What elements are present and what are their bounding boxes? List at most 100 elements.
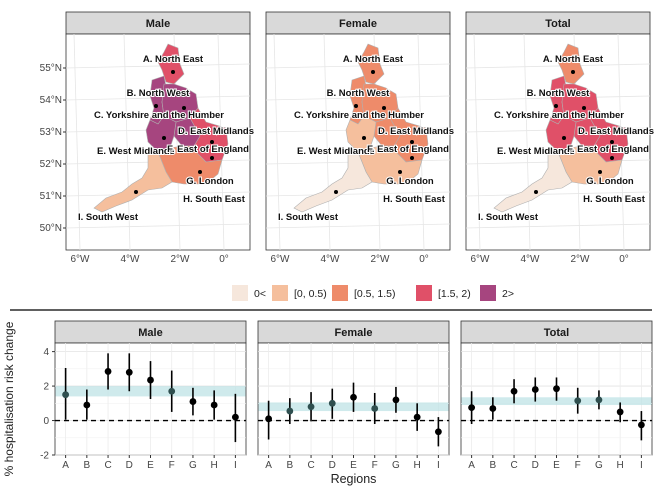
estimate-point[interactable] <box>147 376 154 384</box>
x-tick-label: G <box>189 460 197 471</box>
forest-panel-title: Total <box>544 327 569 339</box>
estimate-point[interactable] <box>371 405 379 412</box>
region-label-i: I. South West <box>278 212 339 223</box>
estimate-point[interactable] <box>328 399 336 407</box>
estimate-point[interactable] <box>616 408 624 416</box>
estimate-point[interactable] <box>286 407 294 415</box>
forest-panel-title: Male <box>138 327 162 339</box>
estimate-point[interactable] <box>62 391 70 399</box>
x-tick-label: F <box>169 460 175 471</box>
y-tick-label: 4 <box>43 347 49 358</box>
map-regions <box>93 43 229 213</box>
region-centroid-e <box>362 136 366 140</box>
longitude-tick-label: 2°W <box>171 254 191 265</box>
estimate-point[interactable] <box>637 421 645 429</box>
region-centroid-f <box>610 140 614 144</box>
y-tick-label: 2 <box>43 382 49 393</box>
region-label-d: D. East Midlands <box>578 126 654 137</box>
longitude-gridline <box>523 33 531 251</box>
region-label-a: A. North East <box>143 54 204 65</box>
region-centroid-a <box>571 70 575 74</box>
x-tick-label: B <box>286 460 293 471</box>
forest-plot-panels: % hospitalisation risk change Regions Male… <box>2 320 653 486</box>
region-a[interactable] <box>157 43 185 85</box>
longitude-gridline <box>73 33 81 251</box>
x-tick-label: H <box>211 460 218 471</box>
estimate-point[interactable] <box>83 401 91 409</box>
x-tick-label: A <box>62 460 69 471</box>
estimate-point[interactable] <box>595 396 603 404</box>
x-tick-label: B <box>83 460 90 471</box>
legend-label: 0< <box>254 288 266 300</box>
estimate-point[interactable] <box>168 387 176 395</box>
estimate-point[interactable] <box>265 415 273 423</box>
region-centroid-i <box>134 190 138 194</box>
latitude-gridline <box>265 63 451 69</box>
region-i[interactable] <box>493 151 573 213</box>
estimate-point[interactable] <box>210 401 218 409</box>
estimate-point[interactable] <box>307 403 315 411</box>
x-tick-label: C <box>307 460 314 471</box>
estimate-point[interactable] <box>510 387 518 395</box>
y-tick-label: 0 <box>43 416 49 427</box>
map-panel-title: Male <box>146 18 170 30</box>
longitude-tick-label: 4°W <box>321 254 341 265</box>
region-label-b: B. North West <box>527 88 590 99</box>
region-e[interactable] <box>345 115 377 153</box>
estimate-point[interactable] <box>574 397 582 405</box>
latitude-tick-label: 50°N <box>40 223 62 234</box>
estimate-point[interactable] <box>189 398 197 405</box>
region-label-h: H. South East <box>583 194 646 205</box>
x-axis-title: Regions <box>331 472 377 486</box>
region-i[interactable] <box>293 151 373 213</box>
x-tick-label: D <box>126 460 133 471</box>
region-centroid-a <box>371 70 375 74</box>
region-e[interactable] <box>545 115 577 153</box>
region-label-g: G. London <box>586 176 634 187</box>
estimate-point[interactable] <box>489 405 497 412</box>
region-label-f: F. East of England <box>367 144 449 155</box>
estimate-point[interactable] <box>413 413 421 421</box>
x-tick-label: D <box>532 460 539 471</box>
x-tick-label: I <box>234 460 237 471</box>
latitude-gridline <box>65 63 251 69</box>
forest-panel-male: Male A B C D E F G H I -2 0 2 4 <box>40 320 247 471</box>
region-centroid-b <box>354 104 358 108</box>
estimate-point[interactable] <box>350 393 357 401</box>
estimate-point[interactable] <box>104 368 112 375</box>
map-panel-total: Total A. North East B. North West C. Yorksh… <box>465 11 655 265</box>
region-centroid-a <box>171 70 175 74</box>
region-a[interactable] <box>557 43 585 85</box>
estimate-point[interactable] <box>531 386 539 393</box>
latitude-tick-label: 53°N <box>40 127 62 138</box>
region-a[interactable] <box>357 43 385 85</box>
legend-label: 2> <box>502 288 514 300</box>
estimate-point[interactable] <box>468 404 476 412</box>
estimate-point[interactable] <box>392 396 400 404</box>
latitude-gridline <box>265 191 451 197</box>
region-e[interactable] <box>145 115 177 153</box>
region-centroid-h <box>198 170 202 174</box>
region-label-h: H. South East <box>183 194 246 205</box>
region-label-g: G. London <box>386 176 434 187</box>
estimate-point[interactable] <box>434 428 442 436</box>
region-centroid-b <box>554 104 558 108</box>
map-panel-title: Female <box>339 18 377 30</box>
latitude-gridline <box>465 191 651 197</box>
region-i[interactable] <box>93 151 173 213</box>
x-tick-label: G <box>595 460 603 471</box>
longitude-tick-label: 4°W <box>521 254 541 265</box>
x-tick-label: B <box>489 460 496 471</box>
estimate-point[interactable] <box>231 413 239 421</box>
x-tick-label: F <box>575 460 581 471</box>
x-tick-label: A <box>265 460 272 471</box>
estimate-point[interactable] <box>125 368 133 376</box>
estimate-point[interactable] <box>553 385 560 393</box>
legend-label: [0.5, 1.5) <box>354 288 395 300</box>
latitude-gridline <box>465 63 651 69</box>
map-panels: Male A. North East B. North West C. Yorkshi… <box>40 11 655 265</box>
longitude-tick-label: 6°W <box>471 254 491 265</box>
region-label-i: I. South West <box>478 212 539 223</box>
map-legend: 0< [0, 0.5) [0.5, 1.5) [1.5, 2) 2> <box>232 285 514 301</box>
region-label-d: D. East Midlands <box>378 126 454 137</box>
